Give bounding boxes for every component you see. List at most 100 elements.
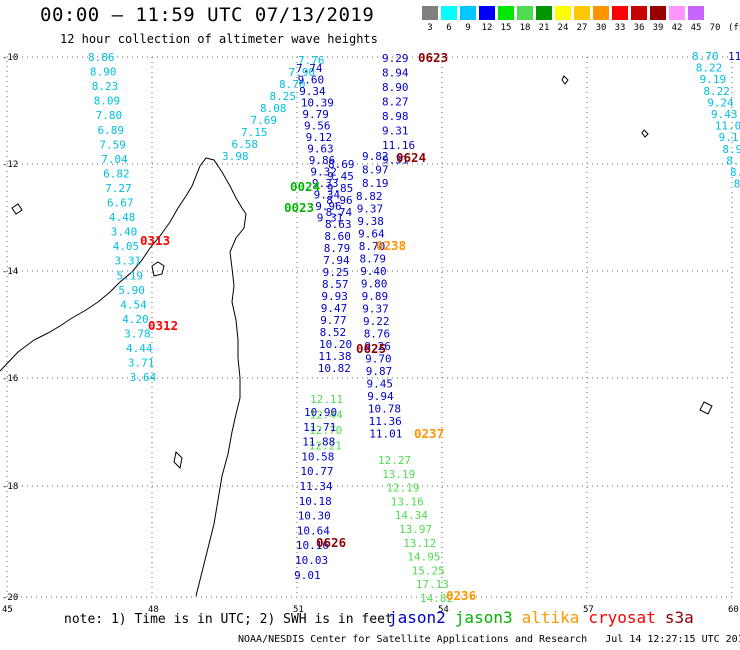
scale-label: 3 [427,23,433,33]
wave-height-value: 8.86 [88,51,115,64]
scale-swatch [650,6,666,20]
wave-height-value: 7.94 [323,254,350,267]
wave-height-value: 11.03 [715,120,740,133]
wave-height-value: 9.32 [310,166,337,179]
wave-height-value: 9.63 [307,143,334,156]
lat-tick-label: -16 [2,374,18,384]
wave-height-value: 12.19 [386,482,419,495]
wave-height-value: 10.03 [295,554,328,567]
scale-label: 36 [633,23,645,33]
scale-swatch [498,6,514,20]
wave-height-value: 7.90 [289,66,316,79]
scale-label: 27 [576,23,588,33]
scale-swatch [631,6,647,20]
pass-id-label: 0023 [284,200,314,215]
wave-height-value: 9.19 [700,73,727,86]
wave-height-value: 9.94 [367,390,394,403]
wave-height-value: 11.71 [303,421,336,434]
wave-height-value: 9.79 [302,108,329,121]
wave-height-value: 13.97 [399,523,432,536]
wave-height-value: 8.96 [326,194,353,207]
satellite-legend-item: jason2 [388,608,446,627]
wave-height-value: 9.25 [323,266,350,279]
wave-height-value: 8.22 [703,85,730,98]
wave-height-value: 3.98 [222,150,249,163]
lat-tick-label: -10 [2,53,18,63]
map-axes: 45 48 51 54 57 60 -10 -12 -14 -16 -18 -20 [2,53,739,615]
coastline [0,75,713,597]
scale-label: 33 [614,23,626,33]
pass-id-label: 0626 [316,535,346,550]
scale-swatch [555,6,571,20]
chart-subtitle: 12 hour collection of altimeter wave hei… [60,32,378,46]
wave-height-value: 9.47 [321,302,348,315]
wave-height-value: 10.18 [299,495,332,508]
wave-height-value: 12.70 [309,424,342,437]
wave-height-value: 3.64 [130,371,157,384]
wave-height-value: 10.16 [296,539,329,552]
wave-height-value: 8.70 [359,240,386,253]
wave-height-value: 8.25 [270,90,297,103]
small-island-3 [699,401,713,415]
wave-height-value: 10.58 [301,450,334,463]
scale-label: 6 [446,23,452,33]
wave-height-value: 9.31 [317,212,344,225]
map-frame [6,56,733,598]
pass-id-label: 0313 [140,233,170,248]
wave-height-value: 4.05 [113,240,140,253]
wave-height-value: 8.94 [382,67,409,80]
wave-height-value: 14.34 [395,509,428,522]
wave-height-value: 10.64 [297,524,330,537]
wave-height-value: 10.20 [319,338,352,351]
pass-id-label: 0625 [356,341,386,356]
map-grid [6,56,733,598]
pass-id-label: 0236 [446,588,476,603]
scale-swatch [669,6,685,20]
wave-height-value: 7.27 [105,182,132,195]
lon-tick-label: 57 [583,605,594,615]
wave-height-value: 8.79 [360,253,387,266]
scale-swatch [441,6,457,20]
wave-height-value: 8.52 [320,326,347,339]
wave-height-value: 8.19 [362,177,389,190]
wave-height-value: 3.31 [115,255,142,268]
color-scale-units: (ft) [728,23,740,33]
wave-height-value: 7.80 [96,109,123,122]
scale-label: 39 [652,23,664,33]
scale-swatch [479,6,495,20]
wave-height-value: 10.30 [298,510,331,523]
wave-height-value: 8.70 [279,78,306,91]
wave-height-value: 9.34 [299,85,326,98]
wave-height-value: 7.74 [296,62,323,75]
wave-height-value: 11.36 [369,415,402,428]
wave-height-value: 10.78 [368,403,401,416]
wave-height-value: 8.97 [362,164,389,177]
wave-height-value: 8.57 [322,278,349,291]
wave-height-value: 11.38 [318,350,351,363]
wave-height-value: 15.25 [412,564,445,577]
wave-height-value: 9.45 [367,378,394,391]
wave-height-value: 11.88 [302,436,335,449]
satellite-legend-item: jason3 [454,608,513,627]
wave-height-value: 8.82 [356,190,383,203]
wave-height-value: 8.09 [94,95,121,108]
wave-height-value: 6.67 [107,197,134,210]
pass-id-label: 0238 [376,238,406,253]
wave-height-value: 9.24 [707,96,734,109]
scale-swatch [422,6,438,20]
wave-height-value: 13.12 [403,537,436,550]
pass-id-label: 0623 [418,50,448,65]
wave-height-value: 8.76 [364,328,391,341]
wave-height-value: 9.40 [360,265,387,278]
wave-height-value: 9.70 [365,353,392,366]
wave-height-value: 9.89 [362,290,389,303]
scale-label: 18 [519,23,531,33]
wave-height-value: 3.40 [111,226,138,239]
wave-height-value: 9.85 [327,182,354,195]
wave-height-value: 7.59 [99,138,126,151]
lon-tick-label: 45 [2,605,13,615]
wave-height-value: 8.79 [324,242,351,255]
wave-height-value: 6.89 [98,124,125,137]
small-island-2 [173,450,183,470]
wave-height-value: 9.31 [382,154,409,167]
